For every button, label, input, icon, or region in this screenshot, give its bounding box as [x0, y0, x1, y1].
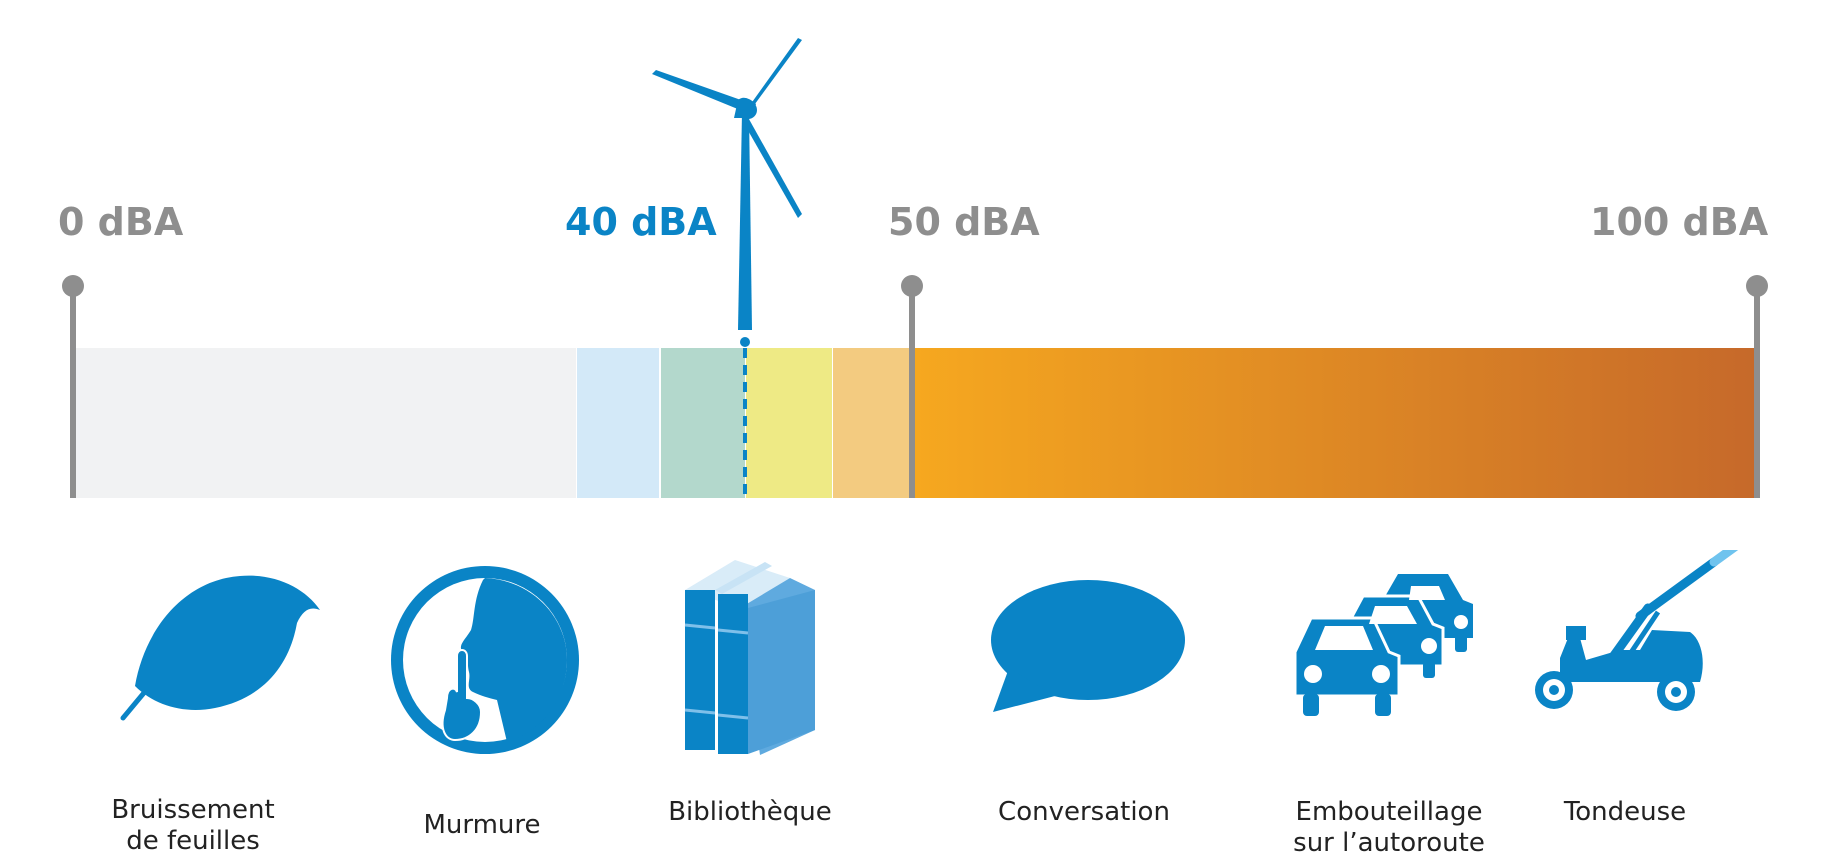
- tick-label-50: 50 dBA: [888, 200, 1040, 244]
- speech-bubble-icon: [991, 580, 1185, 712]
- noise-scale-bar: [62, 38, 1768, 498]
- tick-post-100: [1746, 275, 1768, 498]
- band-yellow: [746, 348, 832, 498]
- caption-mower-line1: Tondeuse: [1563, 797, 1687, 827]
- caption-conversation-line1: Conversation: [998, 797, 1170, 827]
- caption-mower: Tondeuse: [1564, 797, 1686, 828]
- tick-label-0: 0 dBA: [58, 200, 184, 244]
- tick-post-0: [62, 275, 84, 498]
- tick-label-100: 100 dBA: [1590, 200, 1769, 244]
- books-icon: [684, 560, 815, 755]
- caption-traffic: Embouteillage sur l’autoroute: [1293, 797, 1485, 859]
- lawn-mower-icon: [1535, 550, 1739, 711]
- caption-whisper: Murmure: [423, 810, 540, 841]
- shush-icon: [391, 566, 579, 754]
- caption-leaves: Bruissement de feuilles: [111, 795, 274, 857]
- marker-40-dba: [740, 337, 750, 498]
- caption-leaves-line2: de feuilles: [126, 826, 260, 856]
- caption-traffic-line1: Embouteillage: [1295, 797, 1483, 827]
- caption-conversation: Conversation: [998, 797, 1170, 828]
- caption-library-line1: Bibliothèque: [668, 797, 832, 827]
- band-light-blue: [577, 348, 659, 498]
- band-green: [661, 348, 745, 498]
- wind-turbine-icon: [652, 38, 802, 330]
- caption-whisper-line1: Murmure: [423, 810, 541, 840]
- band-loud-gradient: [912, 348, 1757, 498]
- leaf-icon: [120, 575, 320, 721]
- caption-traffic-line2: sur l’autoroute: [1293, 828, 1485, 858]
- tick-label-40: 40 dBA: [565, 200, 717, 244]
- caption-leaves-line1: Bruissement: [111, 795, 275, 825]
- traffic-jam-icon: [1293, 574, 1473, 716]
- caption-library: Bibliothèque: [668, 797, 832, 828]
- tick-post-50: [901, 275, 923, 498]
- band-quiet: [73, 348, 576, 498]
- band-peach: [833, 348, 911, 498]
